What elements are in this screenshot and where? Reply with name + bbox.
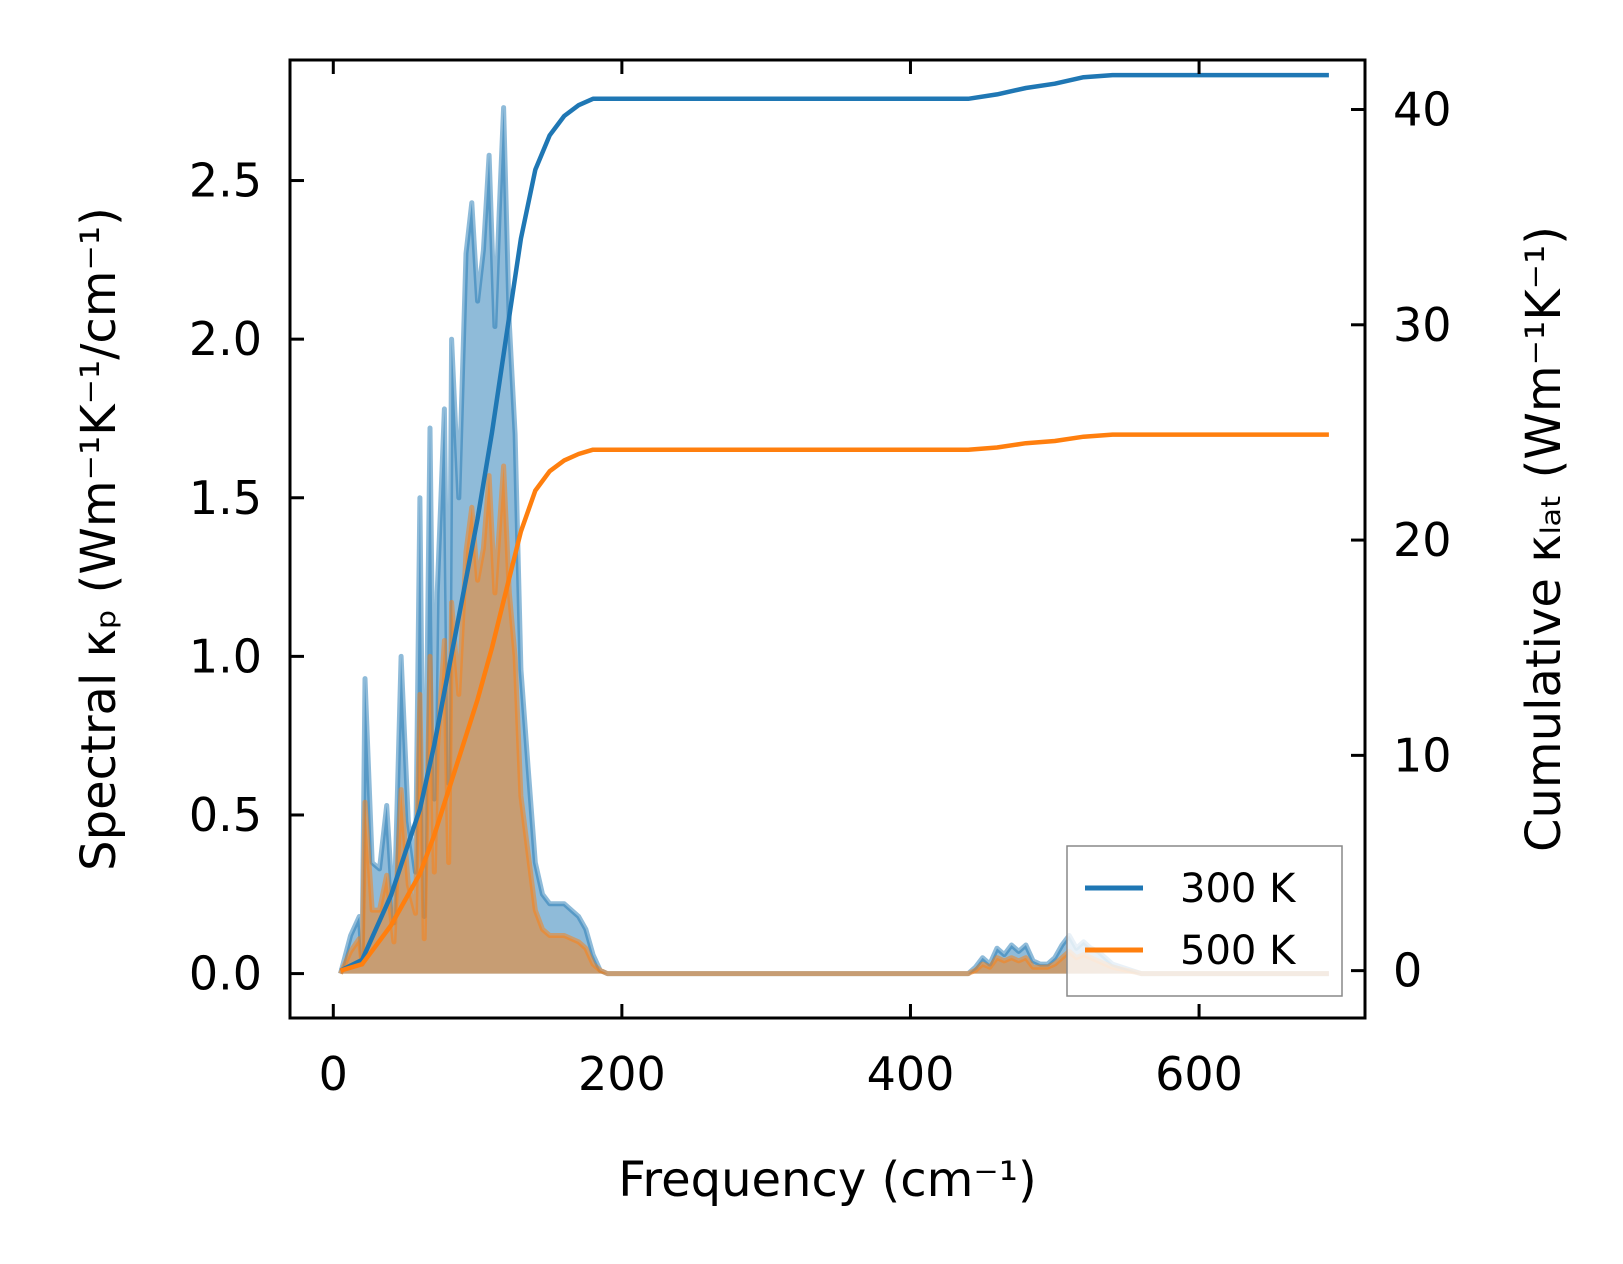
spectral-outline-500k [338, 463, 1329, 977]
y-right-tick-label: 0 [1393, 944, 1422, 998]
legend-label-500k: 500 K [1180, 928, 1297, 974]
x-tick-label: 400 [867, 1047, 955, 1101]
y-right-tick-label: 10 [1393, 728, 1452, 782]
y-left-axis-label: Spectral κₚ (Wm⁻¹K⁻¹/cm⁻¹) [71, 207, 127, 871]
y-left-axis-ticks: 0.0 0.5 1.0 1.5 2.0 2.5 [189, 154, 304, 1001]
x-tick-label: 600 [1155, 1047, 1243, 1101]
spectral-area-500k [340, 466, 1329, 974]
y-right-axis-label: Cumulative κₗₐₜ (Wm⁻¹K⁻¹) [1516, 226, 1572, 852]
legend-box [1066, 845, 1343, 997]
y-left-tick-label: 1.0 [189, 629, 262, 683]
cumulative-line-300k [339, 72, 1329, 973]
legend-label-300k: 300 K [1180, 866, 1297, 912]
y-right-tick-label: 20 [1393, 513, 1452, 567]
y-left-tick-label: 0.0 [189, 947, 262, 1001]
cumulative-lines [339, 72, 1329, 973]
x-tick-label: 0 [319, 1047, 348, 1101]
y-left-tick-label: 2.5 [189, 154, 262, 208]
y-left-tick-label: 2.0 [189, 312, 262, 366]
y-left-tick-label: 1.5 [189, 471, 262, 525]
x-axis-label: Frequency (cm⁻¹) [618, 1152, 1036, 1208]
y-right-tick-label: 30 [1393, 298, 1452, 352]
y-right-axis-ticks: 0 10 20 30 40 [1351, 83, 1452, 998]
legend: 300 K 500 K [1066, 845, 1343, 997]
y-right-tick-label: 40 [1393, 83, 1452, 137]
y-left-tick-label: 0.5 [189, 788, 262, 842]
x-tick-label: 200 [578, 1047, 666, 1101]
cumulative-line-500k [339, 432, 1329, 973]
spectral-areas [338, 105, 1329, 977]
x-axis-ticks: 0 200 400 600 [319, 60, 1243, 1101]
